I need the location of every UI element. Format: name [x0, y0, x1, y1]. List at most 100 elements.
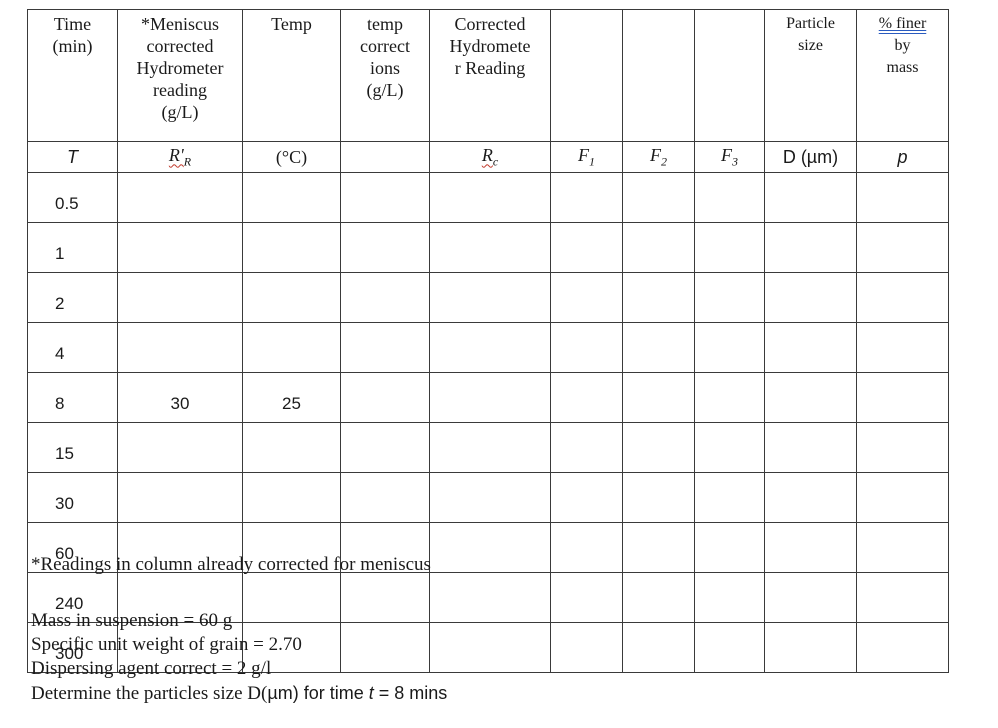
- empty-cell: [429, 622, 551, 673]
- time-cell: 1: [27, 222, 118, 273]
- col-header-corrected-reading: Corrected Hydromete r Reading: [429, 9, 551, 142]
- empty-cell: [694, 472, 765, 523]
- meniscus-cell: [117, 222, 243, 273]
- empty-cell: [550, 172, 623, 223]
- empty-cell: [340, 422, 430, 473]
- table-row: 300: [27, 622, 949, 673]
- empty-cell: [694, 222, 765, 273]
- empty-cell: [340, 322, 430, 373]
- hydrometer-data-table: Time (min) *Meniscus corrected Hydromete…: [27, 9, 949, 673]
- time-cell: 8: [27, 372, 118, 423]
- temp-cell: [242, 222, 341, 273]
- empty-cell: [550, 522, 623, 573]
- col-header-meniscus: *Meniscus corrected Hydrometer reading (…: [117, 9, 243, 142]
- symbol-particle-size: D (µm): [764, 141, 857, 173]
- empty-cell: [856, 322, 949, 373]
- temp-cell: [242, 522, 341, 573]
- empty-cell: [764, 422, 857, 473]
- empty-cell: [429, 522, 551, 573]
- col-header-percent-finer: % finer by mass: [856, 9, 949, 142]
- empty-cell: [340, 372, 430, 423]
- empty-cell: [550, 222, 623, 273]
- empty-cell: [340, 272, 430, 323]
- time-cell: 240: [27, 572, 118, 623]
- time-cell: 300: [27, 622, 118, 673]
- given-dispersing-agent: Dispersing agent correct = 2 g/l: [31, 658, 272, 679]
- empty-cell: [622, 572, 695, 623]
- empty-cell: [856, 472, 949, 523]
- empty-cell: [340, 172, 430, 223]
- empty-cell: [550, 422, 623, 473]
- empty-cell: [622, 372, 695, 423]
- table-footnote: *Readings in column already corrected fo…: [31, 554, 431, 575]
- empty-cell: [764, 572, 857, 623]
- empty-cell: [622, 272, 695, 323]
- empty-cell: [622, 222, 695, 273]
- symbol-percent-finer: p: [856, 141, 949, 173]
- task-statement: Determine the particles size D(µm) for t…: [31, 683, 448, 704]
- meniscus-cell: [117, 422, 243, 473]
- symbol-f2: F2: [622, 141, 695, 173]
- meniscus-cell: [117, 522, 243, 573]
- empty-cell: [429, 222, 551, 273]
- empty-cell: [622, 172, 695, 223]
- empty-cell: [550, 622, 623, 673]
- table-row: 15: [27, 422, 949, 473]
- table-row: 30: [27, 472, 949, 523]
- time-cell: 30: [27, 472, 118, 523]
- empty-cell: [764, 172, 857, 223]
- empty-cell: [622, 472, 695, 523]
- empty-cell: [550, 272, 623, 323]
- empty-cell: [429, 272, 551, 323]
- empty-cell: [764, 272, 857, 323]
- table-row: 1: [27, 222, 949, 273]
- temp-cell: [242, 422, 341, 473]
- symbol-meniscus: R'R: [117, 141, 243, 173]
- temp-cell: [242, 572, 341, 623]
- temp-cell: [242, 272, 341, 323]
- empty-cell: [429, 472, 551, 523]
- temp-cell: [242, 472, 341, 523]
- time-cell: 0.5: [27, 172, 118, 223]
- table-row: 4: [27, 322, 949, 373]
- meniscus-cell: 30: [117, 372, 243, 423]
- empty-cell: [764, 622, 857, 673]
- empty-cell: [429, 572, 551, 623]
- empty-cell: [340, 222, 430, 273]
- table-row: 240: [27, 572, 949, 623]
- empty-cell: [429, 322, 551, 373]
- empty-cell: [429, 172, 551, 223]
- empty-cell: [622, 522, 695, 573]
- empty-cell: [856, 222, 949, 273]
- empty-cell: [429, 372, 551, 423]
- meniscus-cell: [117, 322, 243, 373]
- symbol-f3: F3: [694, 141, 765, 173]
- col-header-time: Time (min): [27, 9, 118, 142]
- empty-cell: [550, 372, 623, 423]
- empty-cell: [550, 322, 623, 373]
- empty-cell: [694, 422, 765, 473]
- empty-cell: [429, 422, 551, 473]
- col-header-f3: [694, 9, 765, 142]
- empty-cell: [764, 472, 857, 523]
- meniscus-cell: [117, 622, 243, 673]
- empty-cell: [694, 622, 765, 673]
- meniscus-cell: [117, 272, 243, 323]
- time-cell: 4: [27, 322, 118, 373]
- time-cell: 15: [27, 422, 118, 473]
- empty-cell: [764, 322, 857, 373]
- empty-cell: [856, 172, 949, 223]
- empty-cell: [550, 472, 623, 523]
- time-cell: 60: [27, 522, 118, 573]
- empty-cell: [856, 372, 949, 423]
- empty-cell: [340, 472, 430, 523]
- time-cell: 2: [27, 272, 118, 323]
- symbol-temp-corrections: [340, 141, 430, 173]
- empty-cell: [622, 622, 695, 673]
- empty-cell: [694, 272, 765, 323]
- empty-cell: [856, 422, 949, 473]
- temp-cell: 25: [242, 372, 341, 423]
- table-row: 0.5: [27, 172, 949, 223]
- empty-cell: [764, 222, 857, 273]
- table-row: 60: [27, 522, 949, 573]
